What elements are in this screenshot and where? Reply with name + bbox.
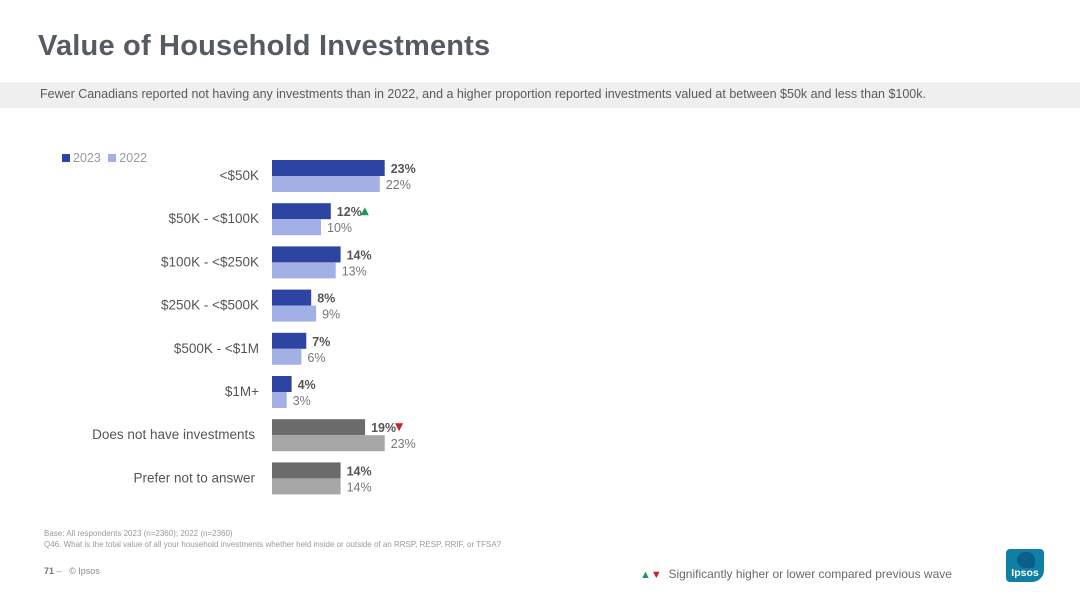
value-label-2023: 8% <box>317 292 335 306</box>
value-label-2023: 12% <box>337 205 362 219</box>
page-separator: – <box>56 566 62 576</box>
value-label-2022: 14% <box>347 480 372 494</box>
legend-item-2022: 2022 <box>108 151 147 165</box>
bar-2023 <box>272 160 385 176</box>
bar-2023 <box>272 332 307 349</box>
bar-2023 <box>272 376 292 392</box>
value-label-2023: 19% <box>371 421 396 435</box>
bar-2022 <box>272 435 385 452</box>
value-label-2023: 14% <box>347 248 372 262</box>
category-label: $500K - <$1M <box>174 341 259 356</box>
value-label-2023: 4% <box>298 378 316 392</box>
value-label-2023: 14% <box>347 464 372 478</box>
bar-2023 <box>272 246 341 263</box>
significance-legend: ▲▼ Significantly higher or lower compare… <box>640 567 952 581</box>
bar-2022 <box>272 262 336 279</box>
category-label: $1M+ <box>225 384 259 399</box>
bar-2022 <box>272 392 287 408</box>
category-label: <$50K <box>220 168 259 183</box>
subtitle: Fewer Canadians reported not having any … <box>40 87 926 101</box>
sig-up-icon: ▲ <box>640 569 651 581</box>
bar-2022 <box>272 219 321 236</box>
category-label: $250K - <$500K <box>161 298 259 313</box>
category-label: Prefer not to answer <box>133 470 255 485</box>
subtitle-band: Fewer Canadians reported not having any … <box>0 82 1080 108</box>
value-label-2022: 6% <box>307 351 325 365</box>
logo-mark-icon <box>1017 552 1035 568</box>
sig-down-icon: ▼ <box>650 569 662 581</box>
value-label-2023: 23% <box>391 162 416 176</box>
logo-text: Ipsos <box>1011 567 1039 579</box>
bar-2023 <box>272 419 366 436</box>
ipsos-logo: Ipsos <box>1006 549 1044 582</box>
footnote-base: Base: All respondents 2023 (n=2360); 202… <box>44 529 233 538</box>
sig-down-icon <box>395 423 404 432</box>
category-label: $50K - <$100K <box>169 211 259 226</box>
bar-2022 <box>272 176 380 192</box>
bar-2023 <box>272 289 312 306</box>
value-label-2022: 13% <box>342 264 367 278</box>
chart-legend: 2023 2022 <box>62 151 151 165</box>
bar-2022 <box>272 305 317 322</box>
value-label-2022: 9% <box>322 308 340 322</box>
legend-swatch-2023 <box>62 154 70 162</box>
legend-label-2022: 2022 <box>119 151 148 165</box>
legend-swatch-2022 <box>108 154 117 162</box>
bar-2022 <box>272 478 341 495</box>
bar-2023 <box>272 462 341 479</box>
copyright: © Ipsos <box>69 566 100 576</box>
value-label-2022: 3% <box>293 394 311 408</box>
footnote-question: Q46. What is the total value of all your… <box>44 540 502 549</box>
value-label-2022: 22% <box>386 178 411 192</box>
bar-2023 <box>272 203 331 220</box>
category-label: Does not have investments <box>92 427 255 442</box>
value-label-2022: 10% <box>327 221 352 235</box>
legend-label-2023: 2023 <box>73 151 101 165</box>
sig-up-icon <box>360 207 369 216</box>
page-title: Value of Household Investments <box>38 30 491 62</box>
page-number: 71 <box>44 566 55 576</box>
legend-item-2023: 2023 <box>62 151 101 165</box>
category-label: $100K - <$250K <box>161 254 259 269</box>
page-footer: 71 – © Ipsos <box>44 566 100 576</box>
value-label-2022: 23% <box>391 437 416 451</box>
value-label-2023: 7% <box>312 335 330 349</box>
bar-2022 <box>272 348 302 365</box>
significance-note: Significantly higher or lower compared p… <box>668 567 952 581</box>
